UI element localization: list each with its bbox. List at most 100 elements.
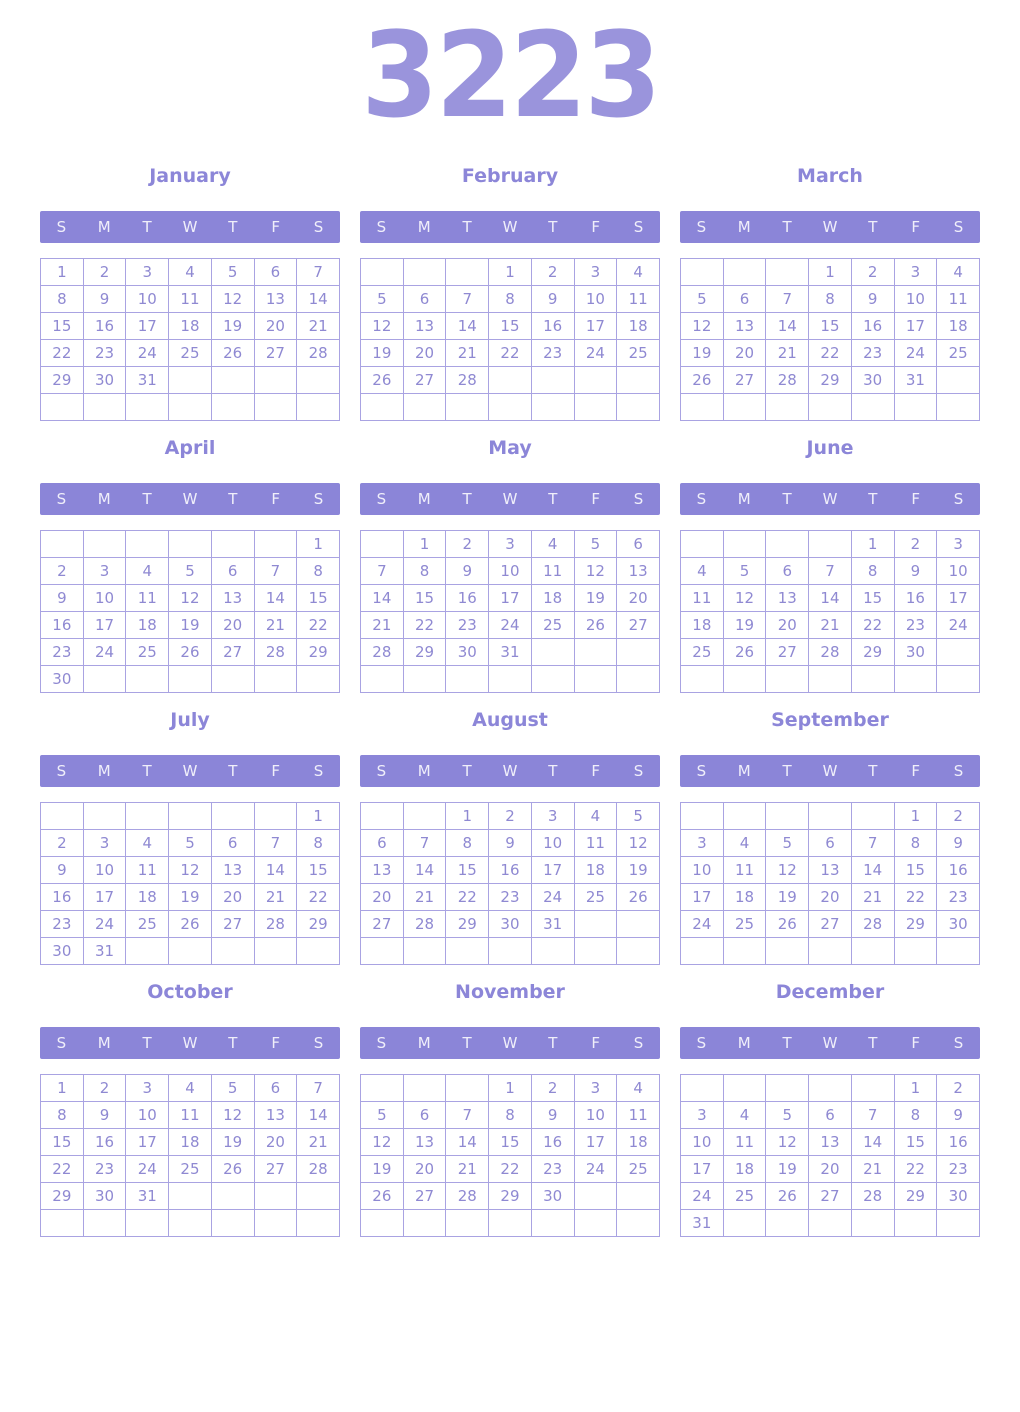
empty-day-cell [40, 530, 84, 558]
weekday-cell: F [591, 218, 601, 236]
day-cell: 19 [573, 584, 618, 612]
day-cell: 10 [573, 1101, 618, 1129]
day-cell: 1 [893, 802, 938, 830]
day-cell: 11 [530, 557, 575, 585]
day-cell: 20 [210, 883, 255, 911]
day-cell: 18 [530, 584, 575, 612]
day-cell: 19 [360, 339, 404, 367]
empty-day-cell [722, 1209, 767, 1237]
day-cell: 17 [488, 584, 532, 612]
weekday-cell: T [548, 1034, 558, 1052]
day-cell: 1 [893, 1074, 938, 1102]
empty-day-cell [573, 1209, 618, 1237]
day-cell: 24 [82, 638, 127, 666]
day-cell: 19 [168, 611, 212, 639]
empty-day-cell [765, 258, 810, 286]
day-cell: 9 [936, 1101, 980, 1129]
day-cell: 26 [765, 910, 810, 938]
day-cell: 7 [808, 557, 852, 585]
day-cell: 23 [40, 910, 84, 938]
day-cell: 7 [850, 829, 895, 857]
day-cell: 19 [616, 856, 660, 884]
day-cell: 22 [488, 1155, 532, 1183]
day-cell: 17 [573, 1128, 618, 1156]
weekday-cell: S [313, 1034, 324, 1052]
day-cell: 14 [253, 584, 298, 612]
empty-day-cell [893, 393, 938, 421]
day-cell: 8 [445, 829, 490, 857]
weekday-cell: T [462, 490, 472, 508]
empty-day-cell [573, 937, 618, 965]
day-cell: 23 [893, 611, 938, 639]
empty-day-cell [680, 393, 724, 421]
weekday-cell: M [737, 218, 751, 236]
empty-day-cell [573, 665, 618, 693]
day-cell: 2 [488, 802, 532, 830]
weekday-cell: S [953, 490, 964, 508]
day-cell: 18 [125, 883, 170, 911]
day-cell: 18 [616, 1128, 660, 1156]
month-day-grid: 1 2 3 4 5 6 7 8 9 10 11 12 13 14 15 16 17 18 19 20 21 22 23 24 2… [360, 1074, 660, 1237]
empty-day-cell [168, 1182, 212, 1210]
day-cell: 3 [488, 530, 532, 558]
week-row: 16 17 18 19 20 21 22 [40, 611, 340, 639]
day-cell: 29 [850, 638, 895, 666]
day-cell: 19 [360, 1155, 404, 1183]
day-cell: 15 [402, 584, 447, 612]
day-cell: 19 [210, 1128, 255, 1156]
day-cell: 6 [722, 285, 767, 313]
empty-day-cell [616, 393, 660, 421]
day-cell: 4 [680, 557, 724, 585]
day-cell: 18 [168, 1128, 212, 1156]
day-cell: 15 [808, 312, 852, 340]
day-cell: 16 [40, 611, 84, 639]
week-row: 6 7 8 9 10 11 12 [360, 829, 660, 857]
day-cell: 21 [765, 339, 810, 367]
weekday-cell: M [97, 490, 111, 508]
day-cell: 5 [168, 829, 212, 857]
day-cell: 10 [82, 584, 127, 612]
empty-day-cell [402, 665, 447, 693]
day-cell: 2 [936, 1074, 980, 1102]
day-cell: 29 [808, 366, 852, 394]
day-cell: 12 [573, 557, 618, 585]
day-cell: 6 [253, 1074, 298, 1102]
week-row: 17 18 19 20 21 22 23 [680, 1155, 980, 1183]
empty-day-cell [82, 802, 127, 830]
weekday-cell: S [633, 762, 644, 780]
day-cell: 22 [893, 1155, 938, 1183]
day-cell: 15 [850, 584, 895, 612]
empty-day-cell [253, 665, 298, 693]
day-cell: 24 [488, 611, 532, 639]
week-row [40, 1209, 340, 1237]
empty-day-cell [360, 1209, 404, 1237]
day-cell: 9 [82, 285, 127, 313]
day-cell: 23 [936, 883, 980, 911]
empty-day-cell [850, 665, 895, 693]
day-cell: 22 [296, 611, 340, 639]
empty-day-cell [530, 665, 575, 693]
month-day-grid: 1 2 3 4 5 6 7 8 9 10 11 12 13 14 15 16 17 18 19 20 21 22 23 24 2… [40, 530, 340, 693]
month-day-grid: 1 2 3 4 5 6 7 8 9 10 11 12 13 14 15 16 17 18 19 20 21 22 23 24 2… [40, 802, 340, 965]
day-cell: 16 [936, 1128, 980, 1156]
day-cell: 12 [210, 285, 255, 313]
day-cell: 31 [488, 638, 532, 666]
week-row: 25 26 27 28 29 30 [680, 638, 980, 666]
month-day-grid: 1 2 3 4 5 6 7 8 9 10 11 12 13 14 15 16 17 18 19 20 21 22 23 24 2… [680, 1074, 980, 1237]
empty-day-cell [402, 937, 447, 965]
day-cell: 29 [893, 1182, 938, 1210]
empty-day-cell [40, 1209, 84, 1237]
empty-day-cell [722, 393, 767, 421]
day-cell: 28 [296, 1155, 340, 1183]
empty-day-cell [168, 530, 212, 558]
day-cell: 28 [253, 910, 298, 938]
day-cell: 5 [360, 285, 404, 313]
day-cell: 21 [850, 1155, 895, 1183]
